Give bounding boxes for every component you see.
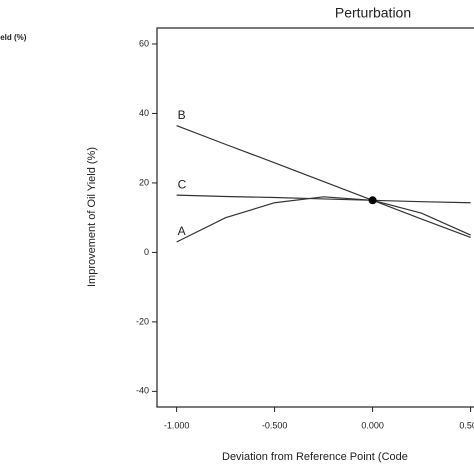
series-label: A <box>178 224 186 238</box>
x-tick-label: 0.000 <box>361 420 384 430</box>
y-tick-label: -40 <box>136 386 149 396</box>
x-axis-label: Deviation from Reference Point (Code <box>222 451 408 463</box>
series-label: B <box>178 108 186 122</box>
plot-frame <box>156 27 474 408</box>
y-axis-label: Improvement of Oil Yield (%) <box>86 147 98 287</box>
x-tick-label: -0.500 <box>262 420 288 430</box>
y-tick-label: 20 <box>139 177 149 187</box>
y-tick-label: 0 <box>144 247 149 257</box>
reference-point <box>368 196 377 205</box>
series-label: C <box>178 177 187 191</box>
y-tick-label: 40 <box>139 108 149 118</box>
corner-text: ield (%) <box>0 33 27 42</box>
y-tick-label: 60 <box>139 38 149 48</box>
series-line <box>176 125 471 239</box>
x-tick-label: 0.500 <box>459 420 474 430</box>
x-tick-label: -1.000 <box>164 420 190 430</box>
series-line <box>176 194 471 204</box>
series-line <box>176 196 471 243</box>
chart-title: Perturbation <box>335 5 411 21</box>
y-tick-label: -20 <box>136 316 149 326</box>
